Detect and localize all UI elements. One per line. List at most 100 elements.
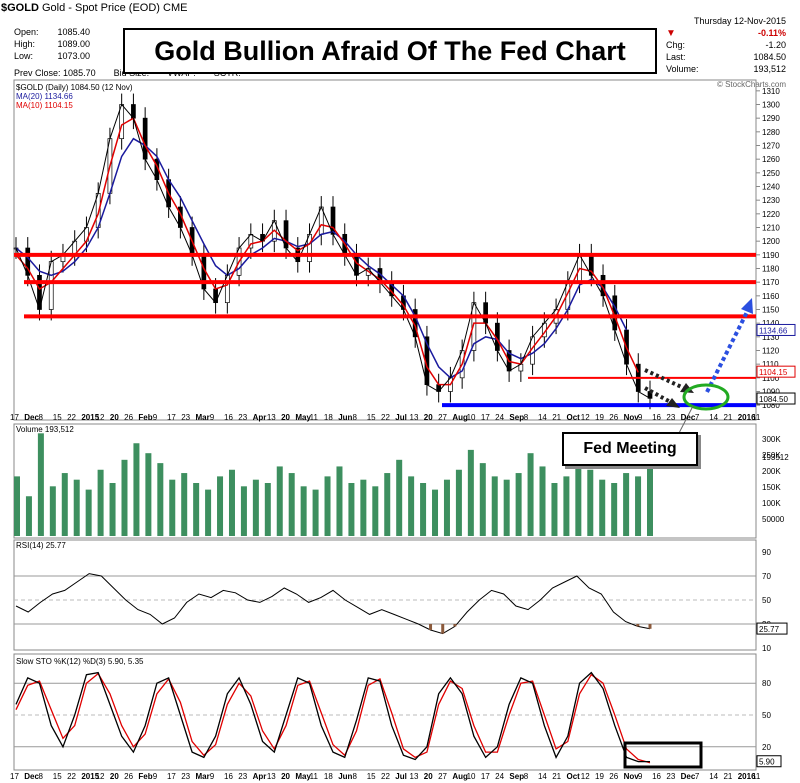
volume-bar bbox=[109, 483, 116, 536]
x-tick-label: 26 bbox=[609, 772, 618, 781]
y-tick-label: 1150 bbox=[762, 306, 780, 315]
x-tick-label: 10 bbox=[467, 772, 476, 781]
volume-bar bbox=[611, 483, 618, 536]
y-tick-label: 1250 bbox=[762, 169, 780, 178]
volume-bar bbox=[420, 483, 427, 536]
rsi-y-tick: 50 bbox=[762, 596, 771, 605]
x-tick-label: Sep bbox=[509, 413, 524, 422]
x-tick-label: 20 bbox=[281, 413, 290, 422]
callout-leader bbox=[677, 405, 694, 436]
y-tick-label: 1210 bbox=[762, 224, 780, 233]
x-tick-label: 17 bbox=[10, 772, 19, 781]
x-tick-label: 26 bbox=[124, 772, 133, 781]
x-tick-label: 23 bbox=[181, 772, 190, 781]
volume-bar bbox=[85, 489, 92, 536]
x-tick-label: 13 bbox=[267, 772, 276, 781]
y-tick-label: 1240 bbox=[762, 183, 780, 192]
volume-bar bbox=[348, 483, 355, 536]
x-tick-label: 9 bbox=[638, 413, 643, 422]
x-tick-label: 16 bbox=[652, 413, 661, 422]
volume-bar bbox=[169, 479, 176, 536]
symbol-desc: Gold - Spot Price (EOD) bbox=[41, 2, 160, 14]
open-value: 1085.40 bbox=[57, 27, 90, 37]
x-tick-label: 22 bbox=[67, 413, 76, 422]
x-tick-label: 20 bbox=[424, 772, 433, 781]
volume-right-label: 193512 bbox=[762, 453, 789, 462]
x-tick-label: 20 bbox=[110, 772, 119, 781]
volume-bar bbox=[408, 476, 415, 536]
x-tick-label: 15 bbox=[367, 772, 376, 781]
sto-y-tick: 80 bbox=[762, 679, 771, 688]
x-tick-label: 26 bbox=[124, 413, 133, 422]
x-tick-label: Oct bbox=[567, 413, 581, 422]
x-tick-label: 14 bbox=[538, 772, 547, 781]
y-tick-label: 1120 bbox=[762, 347, 780, 356]
x-tick-label: 17 bbox=[10, 413, 19, 422]
x-tick-label: 8 bbox=[39, 772, 44, 781]
x-tick-label: 20 bbox=[424, 413, 433, 422]
volume-bar bbox=[360, 479, 367, 536]
x-tick-label: 21 bbox=[552, 413, 561, 422]
arrow-up-head bbox=[741, 298, 753, 314]
volume-bar bbox=[503, 479, 510, 536]
x-tick-label: 8 bbox=[524, 772, 529, 781]
x-tick-label: 2015 bbox=[81, 772, 99, 781]
x-tick-label: 26 bbox=[609, 413, 618, 422]
x-tick-label: 8 bbox=[524, 413, 529, 422]
x-tick-label: Dec bbox=[681, 413, 696, 422]
volume-bar bbox=[563, 476, 570, 536]
volume-bar bbox=[623, 473, 630, 536]
rsi-tag-box bbox=[756, 622, 788, 635]
x-tick-label: 23 bbox=[181, 413, 190, 422]
volume-bar bbox=[288, 473, 295, 536]
sto-legend: Slow STO %K(12) %D(3) 5.90, 5.35 bbox=[16, 657, 144, 666]
chg-value: -1.20 bbox=[765, 40, 786, 50]
x-tick-label: 21 bbox=[723, 413, 732, 422]
volume-y-tick: 100K bbox=[762, 499, 781, 508]
volume-y-tick: 200K bbox=[762, 467, 781, 476]
x-tick-label: Jun bbox=[338, 413, 352, 422]
fed-meeting-callout: Fed Meeting bbox=[562, 432, 698, 466]
panel-frame-3 bbox=[13, 653, 757, 771]
x-tick-label: 19 bbox=[595, 772, 604, 781]
volume-y-tick: 50000 bbox=[762, 515, 785, 524]
x-tick-label: 14 bbox=[538, 413, 547, 422]
volume-bar bbox=[193, 483, 200, 536]
y-tick-label: 1160 bbox=[762, 292, 780, 301]
x-tick-label: 21 bbox=[723, 772, 732, 781]
volume-bar bbox=[97, 469, 104, 536]
x-tick-label: 2015 bbox=[81, 413, 99, 422]
x-tick-label: Feb bbox=[138, 413, 152, 422]
x-tick-label: 16 bbox=[224, 772, 233, 781]
x-tick-label: May bbox=[295, 413, 311, 422]
volume-bar bbox=[181, 473, 188, 536]
x-tick-label: 12 bbox=[96, 772, 105, 781]
volume-bar bbox=[575, 463, 582, 536]
y-tick-label: 1310 bbox=[762, 87, 780, 96]
volume-bar bbox=[515, 473, 522, 536]
price-tag: 1084.50 bbox=[759, 395, 788, 404]
volume-bar bbox=[491, 476, 498, 536]
y-tick-label: 1230 bbox=[762, 196, 780, 205]
volume-bar bbox=[252, 479, 259, 536]
volume-legend: Volume 193,512 bbox=[16, 425, 74, 434]
x-tick-label: Aug bbox=[452, 772, 468, 781]
x-tick-label: 12 bbox=[581, 772, 590, 781]
x-tick-label: 12 bbox=[581, 413, 590, 422]
x-tick-label: 23 bbox=[666, 413, 675, 422]
x-tick-label: 17 bbox=[167, 772, 176, 781]
y-tick-label: 1190 bbox=[762, 251, 780, 260]
volume-bar bbox=[61, 473, 68, 536]
x-tick-label: 7 bbox=[695, 772, 700, 781]
sto-tag-box bbox=[756, 755, 782, 768]
x-tick-label: Feb bbox=[138, 772, 152, 781]
volume-bar bbox=[372, 486, 379, 536]
x-tick-label: 24 bbox=[495, 413, 504, 422]
volume-bar bbox=[240, 486, 247, 536]
ma20-line bbox=[15, 137, 628, 379]
dotted-arrow-up bbox=[705, 309, 750, 393]
symbol-header: $GOLD Gold - Spot Price (EOD) CME bbox=[1, 2, 187, 14]
volume-bar bbox=[336, 466, 343, 536]
x-tick-label: 11 bbox=[310, 413, 319, 422]
x-tick-label: Sep bbox=[509, 772, 524, 781]
